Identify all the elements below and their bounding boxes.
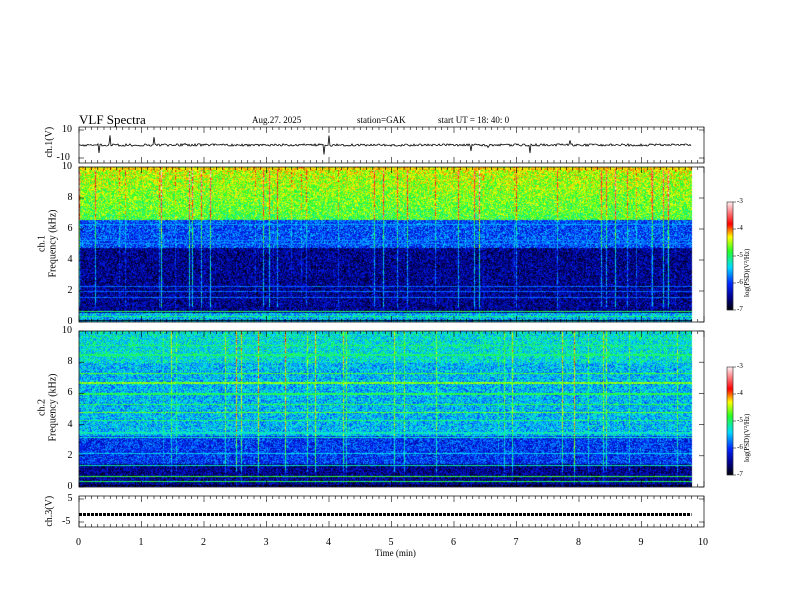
colorbar-tick-label: -3 — [737, 362, 743, 370]
y-tick-label: 4 — [67, 418, 73, 430]
y-tick-label: 8 — [67, 192, 73, 203]
ch2-spec-ylabel-line2: Frequency (kHz) — [47, 373, 58, 442]
figure-title: VLF Spectra — [79, 112, 146, 127]
x-axis-label: Time (min) — [375, 548, 416, 558]
colorbar-tick-label: -4 — [737, 389, 743, 397]
colorbar-tick-label: -3 — [737, 197, 743, 205]
x-tick-label: 4 — [326, 537, 331, 548]
ch1-spec-ylabel-line2: Frequency (kHz) — [47, 209, 58, 278]
y-tick-label: 10 — [62, 325, 72, 336]
colorbar-tick-label: -5 — [737, 416, 743, 424]
ch2-colorbar-label: log(PSD)(V²/Hz) — [743, 413, 751, 462]
ch1-colorbar-label: log(PSD)(V²/Hz) — [743, 248, 751, 297]
colorbar-tick-label: -5 — [737, 251, 743, 259]
ch1-waveform-line — [78, 135, 692, 155]
x-tick-label: 3 — [263, 537, 269, 548]
y-tick-label: 0 — [67, 481, 73, 492]
colorbar-tick-label: -7 — [737, 305, 743, 313]
x-tick-label: 5 — [388, 537, 394, 548]
x-tick-label: 8 — [576, 537, 581, 548]
ch3-ylabel: ch.3(V) — [43, 495, 55, 527]
date-label: Aug.27. 2025 — [252, 115, 302, 125]
colorbar-tick-label: -4 — [737, 224, 743, 232]
colorbar-tick-label: -6 — [737, 443, 743, 451]
colorbar-tick-label: -6 — [737, 278, 743, 286]
colorbar-frame — [726, 201, 734, 311]
station-label: station=GAK — [357, 115, 406, 125]
colorbar-frame — [726, 366, 734, 476]
x-tick-label: 0 — [76, 537, 81, 548]
y-tick-label: 6 — [67, 223, 73, 234]
y-tick-label: 10 — [62, 161, 72, 172]
y-tick-label: 8 — [67, 356, 73, 368]
ch1-ylabel: ch.1(V) — [43, 126, 55, 158]
panel-frame-3 — [78, 330, 705, 488]
y-tick-label: 4 — [67, 254, 73, 265]
y-tick-label: 10 — [62, 124, 72, 135]
panel-frame-2 — [78, 166, 705, 323]
colorbar-tick-label: -7 — [737, 470, 743, 478]
y-tick-label: 2 — [67, 449, 73, 461]
y-tick-label: -5 — [62, 516, 71, 527]
x-tick-label: 2 — [201, 537, 206, 548]
y-tick-label: 0 — [67, 316, 73, 327]
x-tick-label: 6 — [451, 537, 456, 548]
y-tick-label: 2 — [67, 285, 73, 296]
ch1-spec-ylabel-line1: ch.1 — [36, 235, 48, 252]
y-tick-label: 5 — [67, 493, 73, 504]
ch2-spec-ylabel: ch.2 Frequency (kHz) — [36, 358, 59, 458]
start-time-label: start UT = 18: 40: 0 — [438, 115, 510, 125]
y-tick-label: 6 — [67, 387, 73, 399]
ch1-spec-ylabel: ch.1 Frequency (kHz) — [36, 194, 59, 294]
x-tick-label: 9 — [638, 537, 644, 548]
x-tick-label: 7 — [513, 537, 519, 548]
y-tick-label: -10 — [56, 152, 70, 163]
x-tick-label: 10 — [698, 537, 708, 548]
x-tick-label: 1 — [138, 537, 144, 548]
ch2-spec-ylabel-line1: ch.2 — [36, 399, 48, 416]
